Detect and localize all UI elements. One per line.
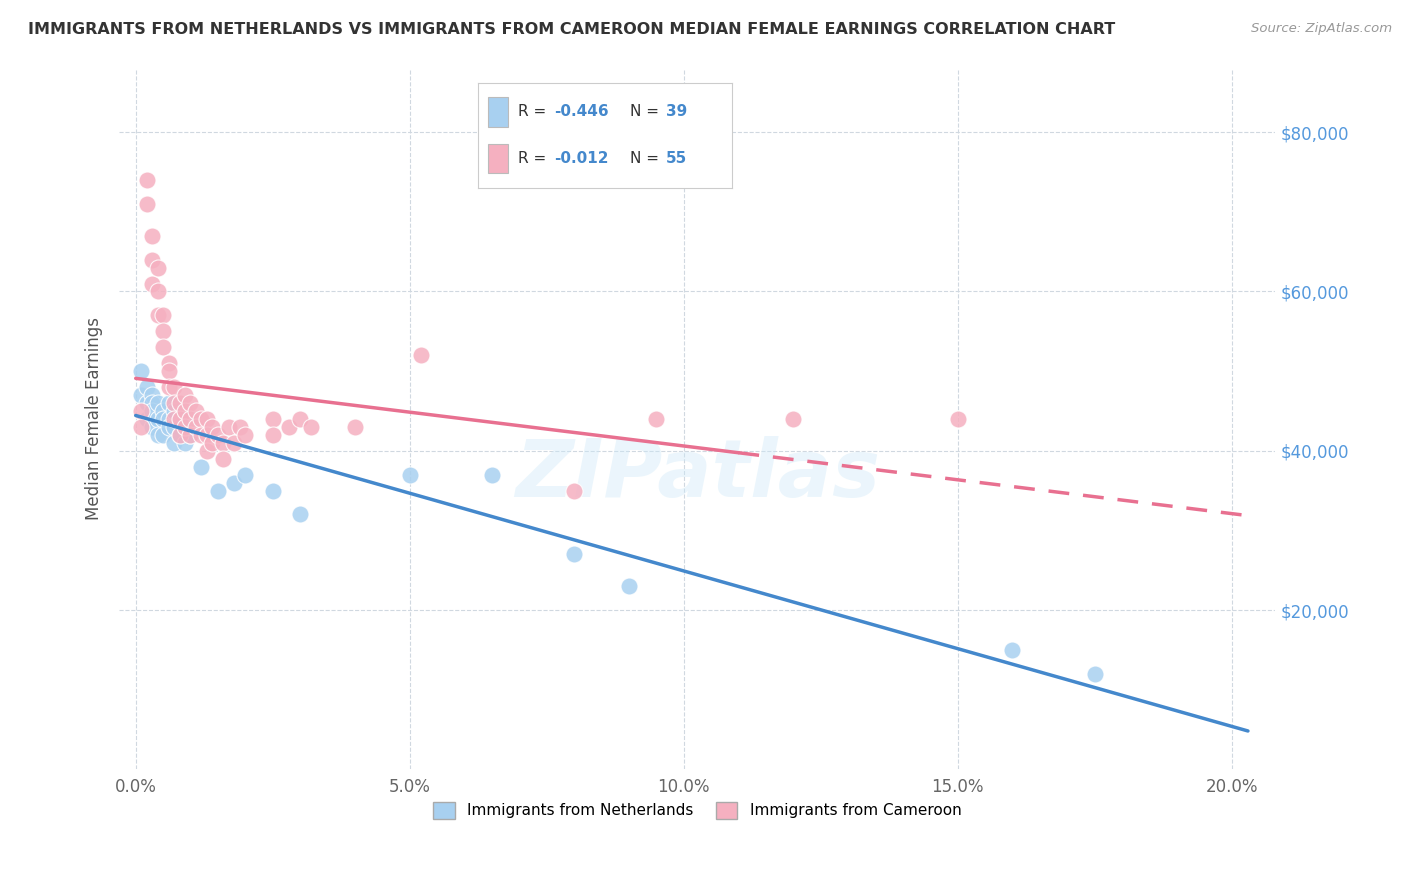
- Point: [1083, 666, 1105, 681]
- Point: [129, 388, 152, 402]
- Point: [169, 412, 191, 426]
- Point: [141, 388, 163, 402]
- Point: [174, 388, 197, 402]
- Point: [179, 396, 201, 410]
- Point: [163, 420, 186, 434]
- Point: [229, 420, 252, 434]
- Point: [190, 412, 212, 426]
- Point: [157, 380, 180, 394]
- Point: [163, 396, 186, 410]
- Point: [163, 435, 186, 450]
- Point: [146, 260, 169, 275]
- Point: [152, 309, 174, 323]
- Point: [179, 427, 201, 442]
- Point: [562, 547, 585, 561]
- Point: [152, 404, 174, 418]
- Point: [179, 412, 201, 426]
- Point: [146, 309, 169, 323]
- Legend: Immigrants from Netherlands, Immigrants from Cameroon: Immigrants from Netherlands, Immigrants …: [427, 796, 967, 825]
- Point: [135, 412, 157, 426]
- Point: [190, 459, 212, 474]
- Point: [1001, 643, 1024, 657]
- Point: [195, 427, 218, 442]
- Point: [135, 173, 157, 187]
- Point: [163, 404, 186, 418]
- Point: [146, 412, 169, 426]
- Point: [562, 483, 585, 498]
- Point: [174, 420, 197, 434]
- Point: [141, 252, 163, 267]
- Point: [207, 483, 229, 498]
- Point: [157, 364, 180, 378]
- Point: [141, 277, 163, 291]
- Text: ZIPatlas: ZIPatlas: [515, 436, 880, 514]
- Point: [299, 420, 322, 434]
- Point: [146, 285, 169, 299]
- Point: [146, 396, 169, 410]
- Point: [288, 508, 311, 522]
- Point: [157, 420, 180, 434]
- Point: [152, 427, 174, 442]
- Point: [184, 404, 207, 418]
- Point: [645, 412, 668, 426]
- Point: [157, 412, 180, 426]
- Point: [262, 427, 284, 442]
- Point: [135, 380, 157, 394]
- Point: [207, 427, 229, 442]
- Point: [174, 420, 197, 434]
- Point: [782, 412, 804, 426]
- Point: [218, 420, 240, 434]
- Point: [201, 435, 224, 450]
- Point: [179, 427, 201, 442]
- Point: [278, 420, 301, 434]
- Point: [481, 467, 503, 482]
- Point: [141, 396, 163, 410]
- Point: [224, 475, 246, 490]
- Point: [174, 404, 197, 418]
- Point: [398, 467, 420, 482]
- Point: [169, 427, 191, 442]
- Point: [343, 420, 366, 434]
- Point: [212, 435, 235, 450]
- Point: [224, 435, 246, 450]
- Point: [152, 340, 174, 354]
- Point: [169, 412, 191, 426]
- Point: [141, 228, 163, 243]
- Point: [169, 396, 191, 410]
- Y-axis label: Median Female Earnings: Median Female Earnings: [86, 318, 103, 520]
- Point: [617, 579, 640, 593]
- Point: [163, 412, 186, 426]
- Point: [141, 404, 163, 418]
- Point: [152, 324, 174, 338]
- Point: [169, 427, 191, 442]
- Point: [288, 412, 311, 426]
- Point: [129, 404, 152, 418]
- Point: [135, 197, 157, 211]
- Point: [195, 443, 218, 458]
- Text: IMMIGRANTS FROM NETHERLANDS VS IMMIGRANTS FROM CAMEROON MEDIAN FEMALE EARNINGS C: IMMIGRANTS FROM NETHERLANDS VS IMMIGRANT…: [28, 22, 1115, 37]
- Point: [141, 420, 163, 434]
- Point: [179, 412, 201, 426]
- Point: [152, 412, 174, 426]
- Point: [163, 380, 186, 394]
- Point: [174, 435, 197, 450]
- Point: [233, 427, 256, 442]
- Point: [946, 412, 969, 426]
- Point: [212, 451, 235, 466]
- Point: [157, 396, 180, 410]
- Point: [262, 412, 284, 426]
- Point: [146, 427, 169, 442]
- Point: [409, 348, 432, 362]
- Point: [195, 412, 218, 426]
- Point: [129, 420, 152, 434]
- Point: [157, 356, 180, 370]
- Point: [233, 467, 256, 482]
- Point: [190, 427, 212, 442]
- Point: [262, 483, 284, 498]
- Point: [184, 420, 207, 434]
- Text: Source: ZipAtlas.com: Source: ZipAtlas.com: [1251, 22, 1392, 36]
- Point: [201, 420, 224, 434]
- Point: [129, 364, 152, 378]
- Point: [135, 396, 157, 410]
